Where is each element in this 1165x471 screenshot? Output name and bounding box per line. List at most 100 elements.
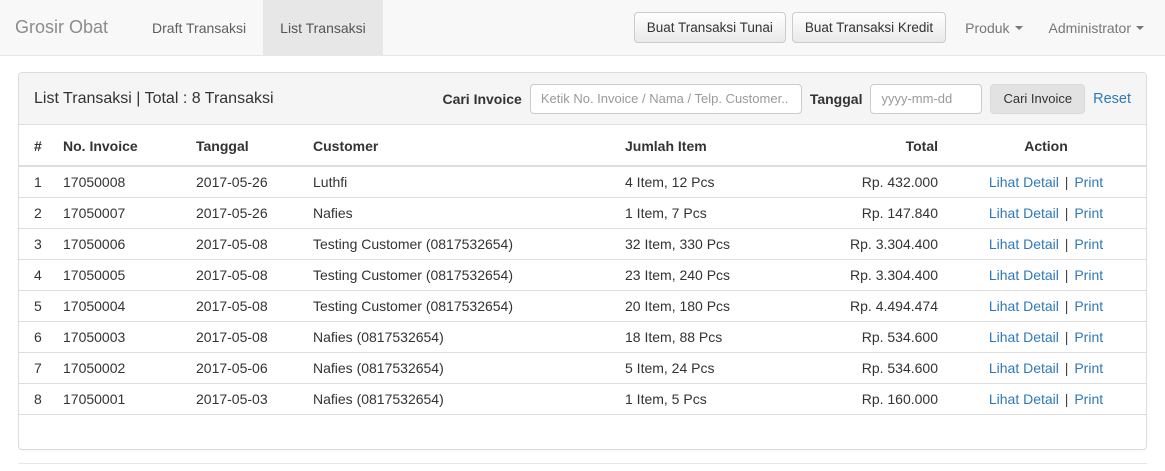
lihat-detail-link[interactable]: Lihat Detail [988,391,1059,407]
nav-item-list-transaksi[interactable]: List Transaksi [263,0,383,55]
lihat-detail-link[interactable]: Lihat Detail [988,329,1059,345]
col-header-tanggal: Tanggal [188,125,305,167]
transaction-table: # No. Invoice Tanggal Customer Jumlah It… [19,125,1146,415]
administrator-dropdown[interactable]: Administrator [1036,0,1157,56]
action-separator: | [1064,391,1073,407]
invoice-date: 2017-05-08 [188,259,305,291]
customer-name: Testing Customer (0817532654) [305,290,617,322]
invoice-number: 17050001 [55,383,188,415]
action-cell: Lihat Detail | Print [946,259,1146,291]
row-number: 6 [19,321,55,353]
action-cell: Lihat Detail | Print [946,352,1146,384]
reset-link[interactable]: Reset [1093,90,1131,107]
action-separator: | [1064,267,1073,283]
total-amount: Rp. 3.304.400 [817,228,946,260]
table-row: 6 17050003 2017-05-08 Nafies (0817532654… [19,321,1146,353]
action-separator: | [1064,360,1073,376]
table-row: 1 17050008 2017-05-26 Luthfi 4 Item, 12 … [19,165,1146,198]
total-amount: Rp. 147.840 [817,197,946,229]
invoice-date: 2017-05-08 [188,228,305,260]
action-cell: Lihat Detail | Print [946,290,1146,322]
page-content: List Transaksi | Total : 8 Transaksi Car… [0,56,1165,464]
item-count: 1 Item, 7 Pcs [617,197,817,229]
lihat-detail-link[interactable]: Lihat Detail [988,298,1059,314]
table-row: 5 17050004 2017-05-08 Testing Customer (… [19,290,1146,322]
invoice-date: 2017-05-08 [188,321,305,353]
invoice-date: 2017-05-03 [188,383,305,415]
row-number: 7 [19,352,55,384]
invoice-number: 17050004 [55,290,188,322]
col-header-total: Total [817,125,946,167]
page-title: List Transaksi | Total : 8 Transaksi [34,89,274,107]
total-amount: Rp. 534.600 [817,321,946,353]
table-row: 7 17050002 2017-05-06 Nafies (0817532654… [19,352,1146,384]
print-link[interactable]: Print [1074,174,1104,190]
item-count: 1 Item, 5 Pcs [617,383,817,415]
action-separator: | [1064,236,1073,252]
item-count: 5 Item, 24 Pcs [617,352,817,384]
lihat-detail-link[interactable]: Lihat Detail [988,236,1059,252]
item-count: 4 Item, 12 Pcs [617,165,817,198]
print-link[interactable]: Print [1074,205,1104,221]
lihat-detail-link[interactable]: Lihat Detail [988,174,1059,190]
print-link[interactable]: Print [1074,236,1104,252]
table-header: # No. Invoice Tanggal Customer Jumlah It… [19,125,1146,167]
buat-transaksi-kredit-button[interactable]: Buat Transaksi Kredit [791,12,947,43]
print-link[interactable]: Print [1074,360,1104,376]
print-link[interactable]: Print [1074,267,1104,283]
col-header-invoice: No. Invoice [55,125,188,167]
tanggal-label: Tanggal [809,90,863,107]
col-header-customer: Customer [305,125,617,167]
item-count: 18 Item, 88 Pcs [617,321,817,353]
print-link[interactable]: Print [1074,329,1104,345]
table-row: 4 17050005 2017-05-08 Testing Customer (… [19,259,1146,291]
table-row: 2 17050007 2017-05-26 Nafies 1 Item, 7 P… [19,197,1146,229]
invoice-number: 17050002 [55,352,188,384]
administrator-dropdown-label: Administrator [1048,19,1131,36]
search-invoice-input[interactable] [529,83,802,114]
action-cell: Lihat Detail | Print [946,321,1146,353]
row-number: 1 [19,165,55,198]
brand-logo[interactable]: Grosir Obat [15,17,109,37]
customer-name: Nafies [305,197,617,229]
print-link[interactable]: Print [1074,391,1104,407]
row-number: 3 [19,228,55,260]
caret-down-icon [1136,25,1144,30]
print-link[interactable]: Print [1074,298,1104,314]
action-separator: | [1064,329,1073,345]
item-count: 23 Item, 240 Pcs [617,259,817,291]
row-number: 5 [19,290,55,322]
navbar-right: Buat Transaksi Tunai Buat Transaksi Kred… [633,0,1165,56]
customer-name: Testing Customer (0817532654) [305,259,617,291]
col-header-action: Action [946,125,1146,167]
table-row: 8 17050001 2017-05-03 Nafies (0817532654… [19,383,1146,415]
customer-name: Nafies (0817532654) [305,352,617,384]
customer-name: Nafies (0817532654) [305,321,617,353]
produk-dropdown[interactable]: Produk [952,0,1035,56]
search-date-input[interactable] [870,83,983,114]
top-navbar: Grosir Obat Draft Transaksi List Transak… [0,0,1165,56]
invoice-date: 2017-05-26 [188,165,305,198]
caret-down-icon [1014,25,1023,30]
cari-invoice-button[interactable]: Cari Invoice [990,83,1086,114]
invoice-date: 2017-05-08 [188,290,305,322]
nav-item-draft-transaksi[interactable]: Draft Transaksi [152,19,247,36]
customer-name: Nafies (0817532654) [305,383,617,415]
produk-dropdown-label: Produk [965,19,1010,36]
buat-transaksi-tunai-button[interactable]: Buat Transaksi Tunai [633,12,786,43]
action-separator: | [1064,298,1073,314]
total-amount: Rp. 3.304.400 [817,259,946,291]
lihat-detail-link[interactable]: Lihat Detail [988,205,1059,221]
item-count: 20 Item, 180 Pcs [617,290,817,322]
total-amount: Rp. 432.000 [817,165,946,198]
lihat-detail-link[interactable]: Lihat Detail [988,360,1059,376]
action-cell: Lihat Detail | Print [946,383,1146,415]
invoice-number: 17050003 [55,321,188,353]
action-separator: | [1064,205,1073,221]
action-cell: Lihat Detail | Print [946,165,1146,198]
action-separator: | [1064,174,1073,190]
action-cell: Lihat Detail | Print [946,197,1146,229]
lihat-detail-link[interactable]: Lihat Detail [988,267,1059,283]
customer-name: Testing Customer (0817532654) [305,228,617,260]
transaction-list-panel: List Transaksi | Total : 8 Transaksi Car… [18,72,1147,450]
